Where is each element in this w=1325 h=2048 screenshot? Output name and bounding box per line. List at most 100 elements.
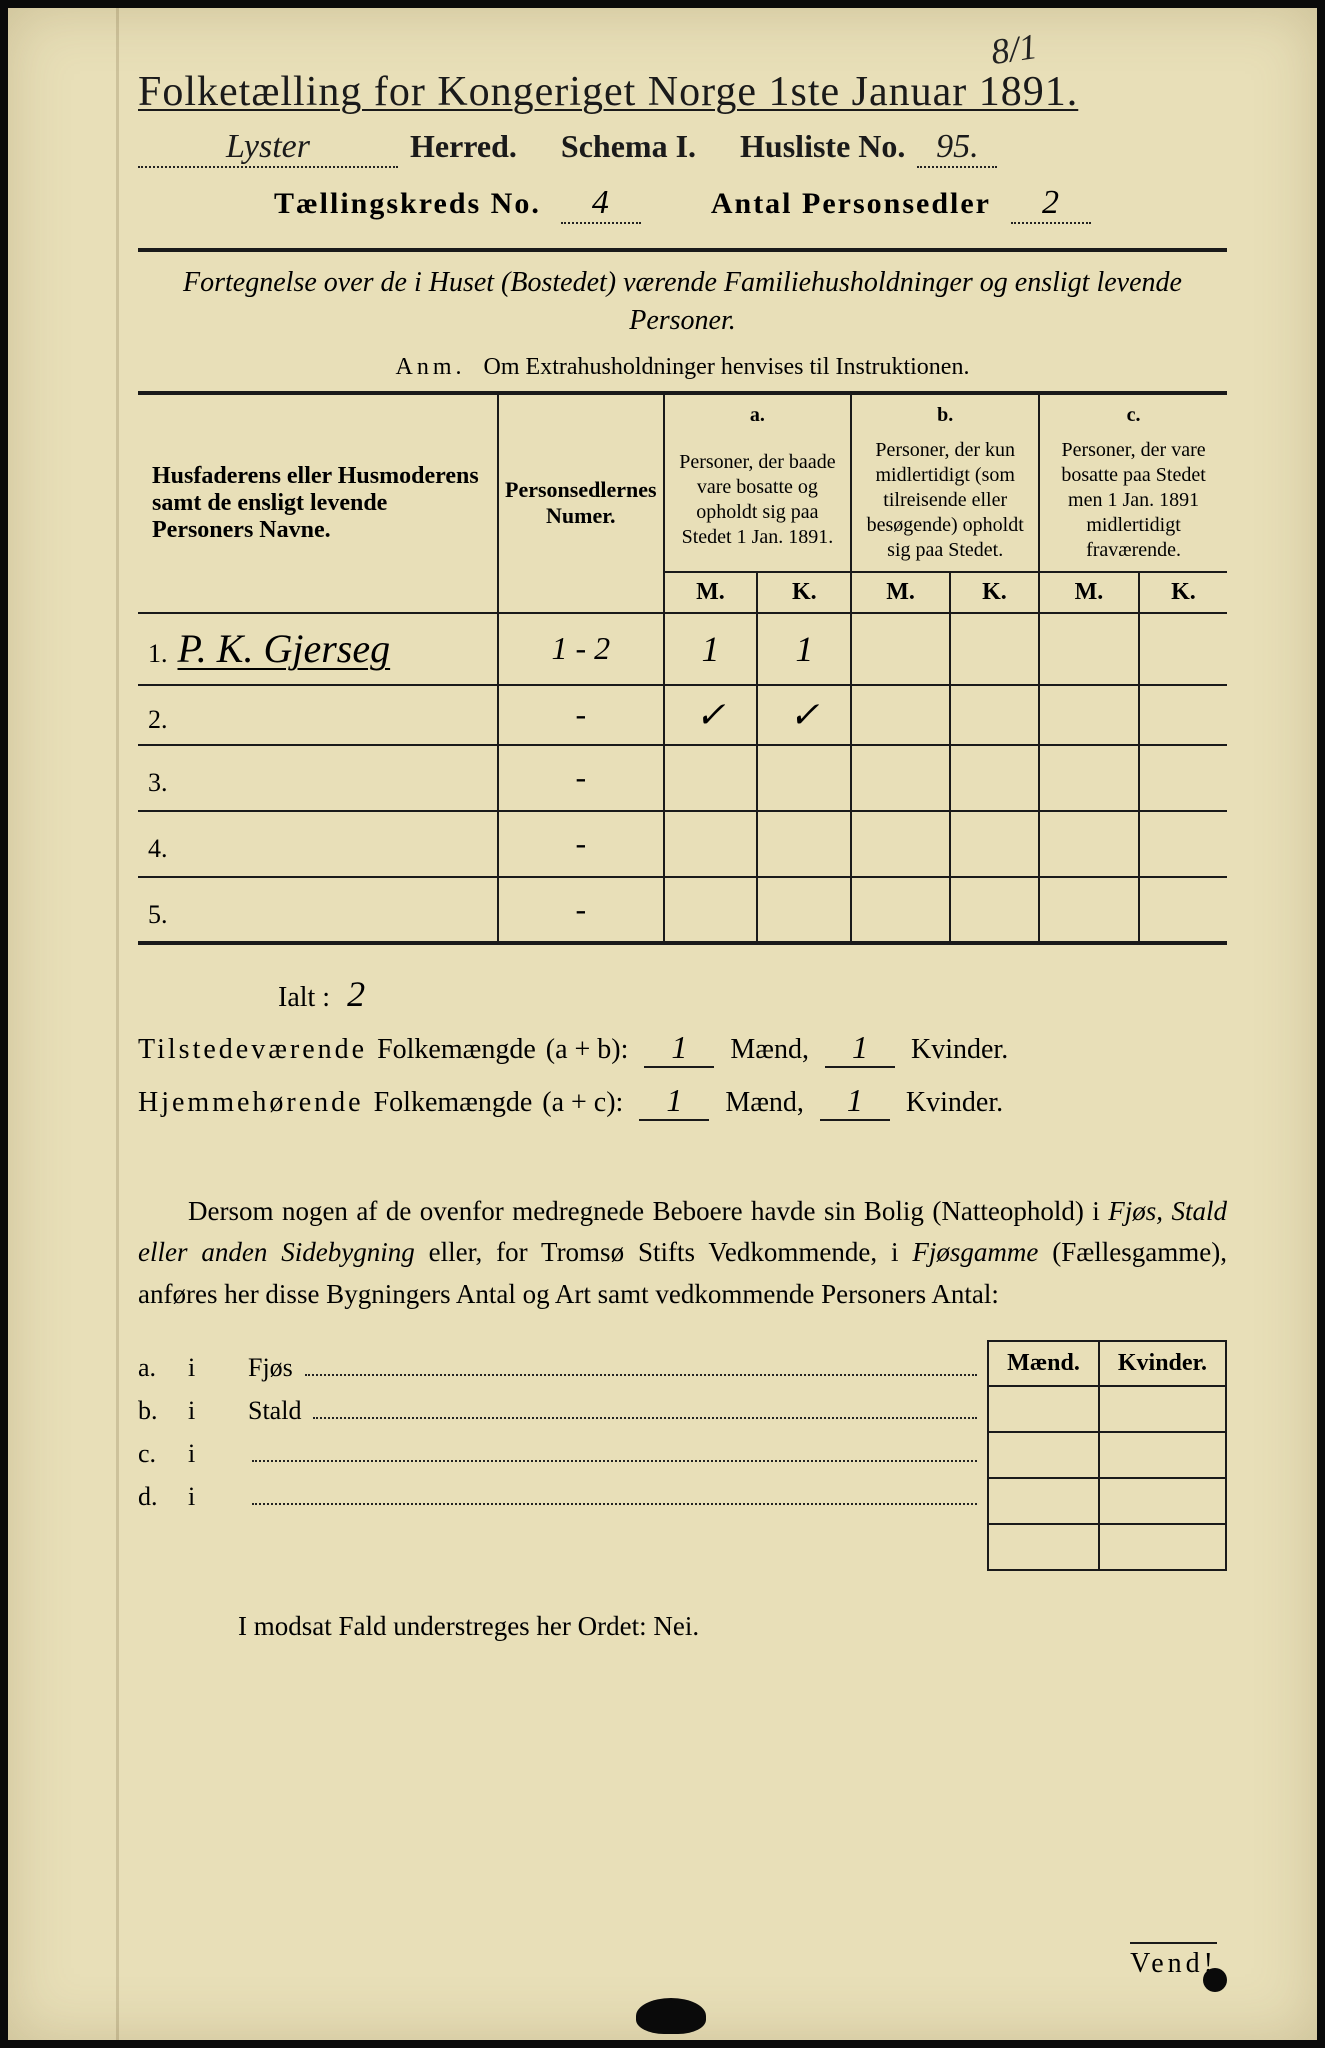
top-handwritten-annotation: 8/1 [988,25,1039,73]
row-b-m [851,745,950,811]
header-line-2: Lyster Herred. Schema I. Husliste No. 95… [138,128,1227,168]
mk-a-k [1099,1386,1226,1432]
c-m: M. [1039,572,1139,613]
outbuilding-txt: Stald [248,1396,301,1426]
outbuilding-row: d.i [138,1479,977,1512]
row-number: 3. [148,768,168,797]
para-p2: eller, for Tromsø Stifts Vedkommende, i [415,1237,913,1267]
maend-1: Mænd, [730,1034,809,1065]
ialt-label: Ialt : [278,982,330,1013]
row-name-cell: 4. [138,811,498,877]
hjemme-line: Hjemmehørende Folkemængde (a + c): 1 Mæn… [138,1082,1227,1121]
ialt-value: 2 [347,974,365,1014]
row-number: 2. [148,705,168,734]
folkemaengde-2: Folkemængde [374,1087,533,1118]
row-sedler: - [498,685,664,745]
outbuilding-lbl: a. [138,1353,188,1383]
row-b-k [950,877,1039,943]
para-p1: Dersom nogen af de ovenfor medregnede Be… [188,1196,1108,1226]
tilstede-label: Tilstedeværende [138,1034,367,1065]
mk-kvinder: Kvinder. [1099,1341,1226,1386]
row-sedler: - [498,877,664,943]
maend-2: Mænd, [725,1087,804,1118]
tilstede-line: Tilstedeværende Folkemængde (a + b): 1 M… [138,1029,1227,1068]
outbuilding-i: i [188,1482,218,1512]
rule-1 [138,248,1227,252]
row-c-m [1039,745,1139,811]
table-row: 4.- [138,811,1227,877]
row-name-cell: 2. [138,685,498,745]
row-b-m [851,877,950,943]
mk-a-m [988,1386,1099,1432]
row-a-m: 1 [664,613,758,685]
row-number: 4. [148,834,168,863]
header-line-3: Tællingskreds No. 4 Antal Personsedler 2 [138,184,1227,224]
mk-b-k [1099,1432,1226,1478]
row-a-k [757,745,851,811]
mk-c-k [1099,1478,1226,1524]
col-name-header: Husfaderens eller Husmoderens samt de en… [138,393,498,613]
mk-d-k [1099,1524,1226,1570]
kvinder-1: Kvinder. [911,1034,1008,1065]
tilstede-k-val: 1 [825,1029,895,1068]
household-table: Husfaderens eller Husmoderens samt de en… [138,391,1227,945]
row-b-m [851,811,950,877]
row-name-cell: 3. [138,745,498,811]
b-m: M. [851,572,950,613]
outbuilding-section: a.iFjøsb.iStaldc.id.i Mænd. Kvinder. [138,1340,1227,1571]
col-num-header: Personsedlernes Numer. [498,393,664,613]
row-c-k [1139,685,1227,745]
kvinder-2: Kvinder. [906,1087,1003,1118]
row-name-cell: 1.P. K. Gjerseg [138,613,498,685]
table-row: 3.- [138,745,1227,811]
herred-label: Herred. [410,128,517,165]
row-c-m [1039,685,1139,745]
nei-text: I modsat Fald understreges her Ordet: [238,1611,653,1641]
main-title: Folketælling for Kongeriget Norge 1ste J… [138,68,1227,116]
mk-c-m [988,1478,1099,1524]
row-a-k: 1 [757,613,851,685]
ink-blot-2 [1203,1968,1227,1992]
outbuilding-i: i [188,1396,218,1426]
antal-field: 2 [1011,184,1091,224]
row-a-k [757,811,851,877]
ink-blot [636,1998,706,2034]
row-c-k [1139,613,1227,685]
table-row: 1.P. K. Gjerseg1 - 211 [138,613,1227,685]
a-k: K. [757,572,851,613]
dotted-fill [313,1393,977,1419]
mk-b-m [988,1432,1099,1478]
ac-label: (a + c): [542,1087,623,1118]
row-name-cell: 5. [138,877,498,943]
outbuilding-mk-table: Mænd. Kvinder. [987,1340,1227,1571]
outbuilding-list: a.iFjøsb.iStaldc.id.i [138,1340,977,1522]
outbuilding-row: b.iStald [138,1393,977,1426]
table-row: 2.-✓✓ [138,685,1227,745]
row-b-k [950,613,1039,685]
dotted-fill [305,1350,977,1376]
row-a-k: ✓ [757,685,851,745]
row-a-m [664,811,758,877]
husliste-label: Husliste No. [740,128,905,165]
outbuilding-row: c.i [138,1436,977,1469]
col-b-desc: Personer, der kun midlertidigt (som tilr… [851,430,1039,572]
row-a-k [757,877,851,943]
row-c-k [1139,745,1227,811]
mk-maend: Mænd. [988,1341,1099,1386]
b-k: K. [950,572,1039,613]
row-a-m: ✓ [664,685,758,745]
row-c-m [1039,613,1139,685]
col-a-desc: Personer, der baade vare bosatte og opho… [664,430,852,572]
census-form-page: 8/1 Folketælling for Kongeriget Norge 1s… [0,0,1325,2048]
para-em2: Fjøsgamme [912,1237,1038,1267]
anm-text: Om Extrahusholdninger henvises til Instr… [484,354,970,380]
kreds-label: Tællingskreds No. [274,187,541,221]
title-text: Folketælling for Kongeriget Norge 1ste J… [138,69,1078,115]
folkemaengde-1: Folkemængde [377,1034,536,1065]
herred-field: Lyster [138,128,398,168]
col-a-label: a. [664,393,852,430]
row-c-k [1139,877,1227,943]
instruction-paragraph: Dersom nogen af de ovenfor medregnede Be… [138,1191,1227,1317]
row-b-m [851,685,950,745]
antal-label: Antal Personsedler [711,187,991,221]
